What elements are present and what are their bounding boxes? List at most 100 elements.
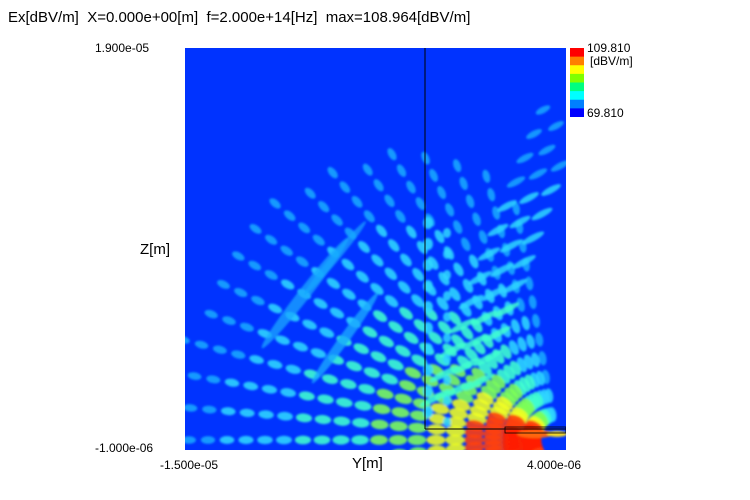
field-blob [264,270,278,280]
field-blob [428,413,448,425]
field-blob [437,186,447,200]
field-blob [373,404,391,415]
field-blob [319,327,335,338]
field-blob [373,179,384,192]
field-blob [375,224,388,238]
field-blob [528,295,537,310]
field-blob [346,361,362,372]
field-blob [482,169,491,183]
field-blob [261,384,278,394]
field-blob [445,443,465,450]
field-blob [443,354,451,364]
field-blob [514,380,527,396]
field-blob [295,413,313,423]
field-blob [313,435,331,445]
field-blob [411,354,428,367]
field-blob [248,260,262,271]
field-blob [231,350,246,359]
field-blob [443,228,451,238]
field-blob [503,364,516,380]
field-blob [187,372,202,380]
field-blob [267,359,283,369]
y-axis-min-tick: -1.500e-05 [160,458,219,472]
field-blob [443,291,451,301]
field-blob [394,393,413,405]
field-heatmap[interactable] [185,48,566,450]
field-blob [408,447,427,450]
field-blob [370,419,389,430]
field-blob [412,268,425,282]
field-blob [468,254,479,269]
field-blob [389,421,408,432]
field-blob [219,436,235,444]
field-blob [443,249,451,259]
field-blob [443,312,451,322]
field-blob [249,224,262,234]
field-blob [426,434,446,446]
field-blob [458,294,484,310]
field-blob [445,203,455,217]
colorbar-segment [570,99,584,109]
field-blob [443,333,451,343]
field-blob [526,129,542,139]
field-blob [406,225,417,239]
field-blob [217,280,230,289]
field-blob [381,373,399,385]
field-blob [465,194,475,208]
field-blob [453,159,462,173]
field-blob [370,282,384,295]
field-blob [516,297,525,312]
field-blob [487,223,509,237]
field-blob [516,152,534,164]
field-blob [496,396,513,411]
field-blob [281,279,295,290]
field-blob [499,239,523,253]
field-blob [351,195,363,208]
field-blob [429,168,439,182]
colorbar-segment [570,73,584,83]
field-blob [461,237,471,252]
field-blob [510,319,521,334]
field-blob [464,347,479,362]
field-blob [335,397,353,408]
field-blob [550,160,566,172]
field-blob [404,367,422,379]
field-blob [384,267,398,281]
field-blob [399,380,417,392]
field-blob [293,341,308,352]
field-blob [445,434,465,446]
field-blob [502,278,528,294]
field-blob [388,239,400,252]
colorbar-min-label: 69.810 [587,106,624,120]
field-blob [437,320,452,335]
field-blob [485,379,501,394]
colorbar-segment [570,108,584,117]
field-blob [327,166,338,179]
field-blob [407,434,427,446]
field-blob [512,201,520,216]
field-blob [353,343,369,355]
field-blob [391,407,410,418]
field-blob [396,164,407,177]
field-blob [294,435,312,445]
field-blob [483,326,511,342]
field-blob [351,435,369,445]
field-blob [185,404,198,412]
field-blob [436,296,449,311]
field-blob [257,435,273,445]
field-blob [370,351,387,363]
field-blob [443,270,451,280]
field-blob [503,445,524,450]
field-blob [384,295,399,308]
colorbar-segment [570,91,584,101]
field-blob [352,418,370,428]
field-blob [421,151,430,165]
field-blob [388,321,403,333]
field-blob [384,194,395,207]
field-blob [473,349,503,367]
field-blob [491,374,506,389]
field-blob [449,287,461,302]
field-blob [449,408,468,420]
field-blob [298,391,315,401]
field-blob [448,318,476,334]
